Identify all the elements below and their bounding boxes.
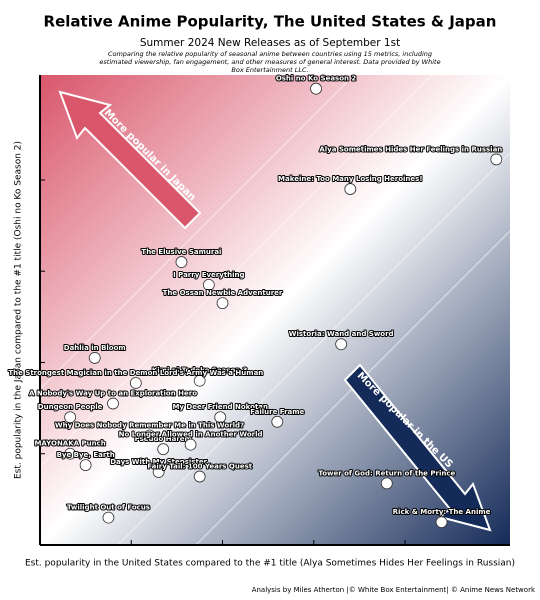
point: [175, 256, 188, 268]
point: [143, 429, 156, 442]
point-label: Tower of God: Return of the Prince: [318, 469, 455, 477]
x-axis-label: Est. popularity in the United States com…: [25, 559, 515, 569]
point: [216, 297, 229, 310]
point: [435, 516, 448, 529]
point-label: Alya Sometimes Hides Her Feelings in Rus…: [319, 145, 502, 153]
point: [88, 352, 101, 364]
point: [184, 438, 197, 451]
point-label: Makeine: Too Many Losing Heroines!: [278, 175, 422, 183]
point-label: MAYONAKA Punch: [34, 440, 105, 448]
y-axis-label: Est. popularity in the Japan compared to…: [14, 141, 24, 479]
point: [193, 374, 206, 387]
point: [157, 443, 170, 456]
point: [129, 377, 142, 389]
arrow-us: [343, 363, 492, 532]
point-label: Why Does Nobody Remember Me in This Worl…: [55, 421, 244, 429]
point: [107, 397, 119, 410]
chart-title: Relative Anime Popularity, The United St…: [44, 13, 497, 31]
point: [344, 183, 357, 195]
point: [64, 411, 77, 424]
footer: Analysis by Miles Atherton |© White Box …: [252, 586, 536, 594]
point: [335, 338, 348, 351]
point-label: Wistoria: Wand and Sword: [289, 330, 394, 338]
point-label: Failure Frame: [250, 408, 304, 416]
point-label: Pseudo Harem: [135, 435, 192, 443]
point-label: Fairy Tail: 100 Years Quest: [147, 463, 252, 471]
point: [271, 415, 284, 428]
point-label: Kimi ni Todoke Season 3: [152, 367, 248, 375]
point-label: Rick & Morty: The Anime: [393, 508, 491, 516]
point: [102, 511, 115, 524]
description-box: Comparing the relative popularity of sea…: [99, 50, 441, 74]
point-label: Oshi no Ko Season 2: [276, 75, 357, 83]
point: [193, 470, 206, 483]
point-label: My Deer Friend Nokotan: [172, 403, 268, 411]
point: [380, 477, 393, 490]
point-label: Dungeon People: [38, 403, 103, 411]
point-label: The Strongest Magician in the Demon Lord…: [8, 369, 263, 377]
point-label: I Parry Everything: [173, 271, 244, 279]
point: [152, 466, 165, 478]
description: Comparing the relative popularity of sea…: [99, 50, 441, 74]
point: [490, 153, 503, 166]
point-label: Dahlia in Bloom: [64, 344, 126, 352]
point: [79, 459, 92, 472]
point-label: Bye Bye, Earth: [57, 451, 115, 459]
point: [310, 82, 322, 95]
point: [214, 411, 227, 424]
arrow-japan: [58, 90, 202, 230]
point-label: Days With My Stepsister: [110, 458, 207, 466]
point: [64, 447, 77, 460]
point-label: The Ossan Newbie Adventurer: [163, 289, 283, 297]
subtitle: Summer 2024 New Releases as of September…: [140, 37, 400, 49]
point-label: No Longer Allowed in Another World: [119, 431, 263, 439]
point-label: A Nobody's Way Up to an Exploration Hero: [29, 390, 197, 398]
point-label: Twilight Out of Focus: [67, 504, 150, 512]
point-label: The Elusive Samurai: [141, 248, 221, 256]
point: [202, 279, 215, 291]
